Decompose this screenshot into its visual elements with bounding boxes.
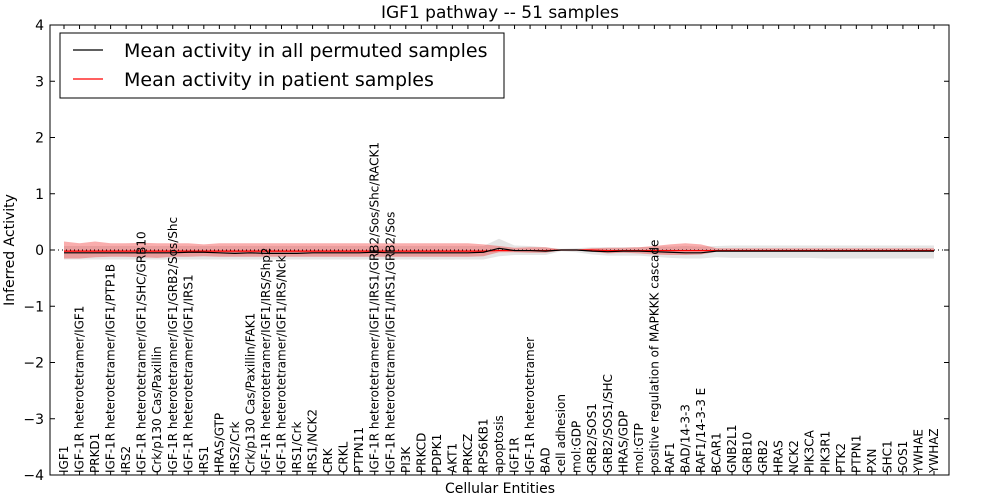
category-label: PRKD1 xyxy=(88,433,102,473)
category-label: GNB2L1 xyxy=(725,425,739,473)
y-tick-label: 0 xyxy=(35,243,44,259)
y-tick-label: 3 xyxy=(35,74,44,90)
category-label: Crk/p130 Cas/Paxillin/FAK1 xyxy=(243,313,257,473)
legend-box xyxy=(59,32,505,99)
series-line-permuted xyxy=(64,247,934,254)
category-label: PXN xyxy=(865,449,879,473)
category-label: AKT1 xyxy=(445,443,459,473)
category-label: CRK xyxy=(321,447,335,473)
category-label: IGF1 xyxy=(57,446,71,473)
y-axis-ticks: −4 −3 −2 −1 0 1 2 3 4 xyxy=(23,18,949,484)
category-label: PIK3CA xyxy=(803,429,817,473)
y-tick-label: −4 xyxy=(23,468,44,484)
category-label: IGF-1R heterotetramer/IGF1 xyxy=(73,306,87,473)
category-label: HRAS/GTP xyxy=(212,413,226,473)
category-label: Crk/p130 Cas/Paxillin xyxy=(150,346,164,473)
category-label: RAF1 xyxy=(663,442,677,473)
y-tick-label: −3 xyxy=(23,412,44,428)
category-label: IGF-1R heterotetramer/IGF1/GRB2/Sos/Shc xyxy=(166,217,180,473)
category-label: IGF-1R heterotetramer/IGF1/IRS1 xyxy=(181,274,195,473)
legend-label-patient: Mean activity in patient samples xyxy=(124,69,434,91)
legend-label-permuted: Mean activity in all permuted samples xyxy=(124,40,487,62)
category-label: PI3K xyxy=(399,446,413,473)
y-tick-label: 1 xyxy=(35,187,44,203)
category-label: IGF-1R heterotetramer/IGF1/IRS1/GRB2/Sos xyxy=(383,212,397,473)
category-label: SHC1 xyxy=(880,440,894,473)
category-label: IRS2 xyxy=(119,446,133,473)
category-label: RAF1/14-3-3 E xyxy=(694,388,708,473)
category-label: HRAS xyxy=(772,440,786,473)
category-label: PTPN1 xyxy=(849,435,863,473)
band-permuted xyxy=(64,238,934,260)
category-label: IGF-1R heterotetramer/IGF1/PTP1B xyxy=(104,264,118,473)
y-axis-label: Inferred Activity xyxy=(2,194,18,306)
series-lines xyxy=(50,247,949,254)
category-label: SOS1 xyxy=(896,441,910,473)
category-label: RPS6KB1 xyxy=(476,418,490,473)
category-label: PRKCD xyxy=(414,433,428,473)
category-label: positive regulation of MAPKKK cascade xyxy=(647,240,661,473)
plot-frame xyxy=(49,24,950,476)
category-label: IGF-1R heterotetramer/IGF1/IRS1/GRB2/Sos… xyxy=(368,142,382,473)
category-label: IRS1/NCK2 xyxy=(306,409,320,473)
category-label: BAD xyxy=(539,447,553,473)
category-label: BAD/14-3-3 xyxy=(678,404,692,473)
category-label: PDPK1 xyxy=(430,434,444,473)
category-label: YWHAZ xyxy=(927,428,941,474)
category-label: IGF-1R heterotetramer/IGF1/IRS/Shp2 xyxy=(259,247,273,473)
category-label: PIK3R1 xyxy=(818,431,832,473)
category-label: HRAS/GDP xyxy=(616,410,630,473)
category-label: cell adhesion xyxy=(554,394,568,473)
category-label: IGF1R xyxy=(508,437,522,473)
category-label: IGF-1R heterotetramer xyxy=(523,337,537,473)
category-label: GRB2 xyxy=(756,439,770,473)
category-label: IGF-1R heterotetramer/IGF1/SHC/GRB10 xyxy=(135,231,149,473)
category-label: IRS1 xyxy=(197,446,211,473)
category-label: IRS1/Crk xyxy=(290,422,304,473)
category-label: IRS2/Crk xyxy=(228,422,242,473)
x-axis-ticks xyxy=(63,25,935,475)
category-label: GRB10 xyxy=(741,432,755,473)
y-tick-label: 2 xyxy=(35,131,44,147)
legend: Mean activity in all permuted samples Me… xyxy=(59,32,505,99)
category-label: NCK2 xyxy=(787,440,801,473)
category-label: mol:GTP xyxy=(632,423,646,473)
category-label: mol:GDP xyxy=(570,421,584,473)
y-tick-label: 4 xyxy=(35,18,44,34)
category-label: BCAR1 xyxy=(710,432,724,473)
category-labels: IGF1 IGF-1R heterotetramer/IGF1 PRKD1 IGF-1… xyxy=(57,142,941,474)
category-label: apoptosis xyxy=(492,415,506,473)
category-label: PTPN11 xyxy=(352,427,366,473)
y-tick-label: −1 xyxy=(23,299,44,315)
x-axis-label: Cellular Entities xyxy=(445,481,555,497)
category-label: PTK2 xyxy=(834,443,848,473)
category-label: GRB2/SOS1/SHC xyxy=(601,374,615,473)
category-label: GRB2/SOS1 xyxy=(585,403,599,473)
y-tick-label: −2 xyxy=(23,356,44,372)
category-label: YWHAE xyxy=(911,429,925,474)
chart-title: IGF1 pathway -- 51 samples xyxy=(381,3,619,23)
category-label: IGF-1R heterotetramer/IGF1/IRS/Nck xyxy=(275,255,289,473)
category-label: CRKL xyxy=(337,441,351,473)
category-label: PRKCZ xyxy=(461,434,475,473)
